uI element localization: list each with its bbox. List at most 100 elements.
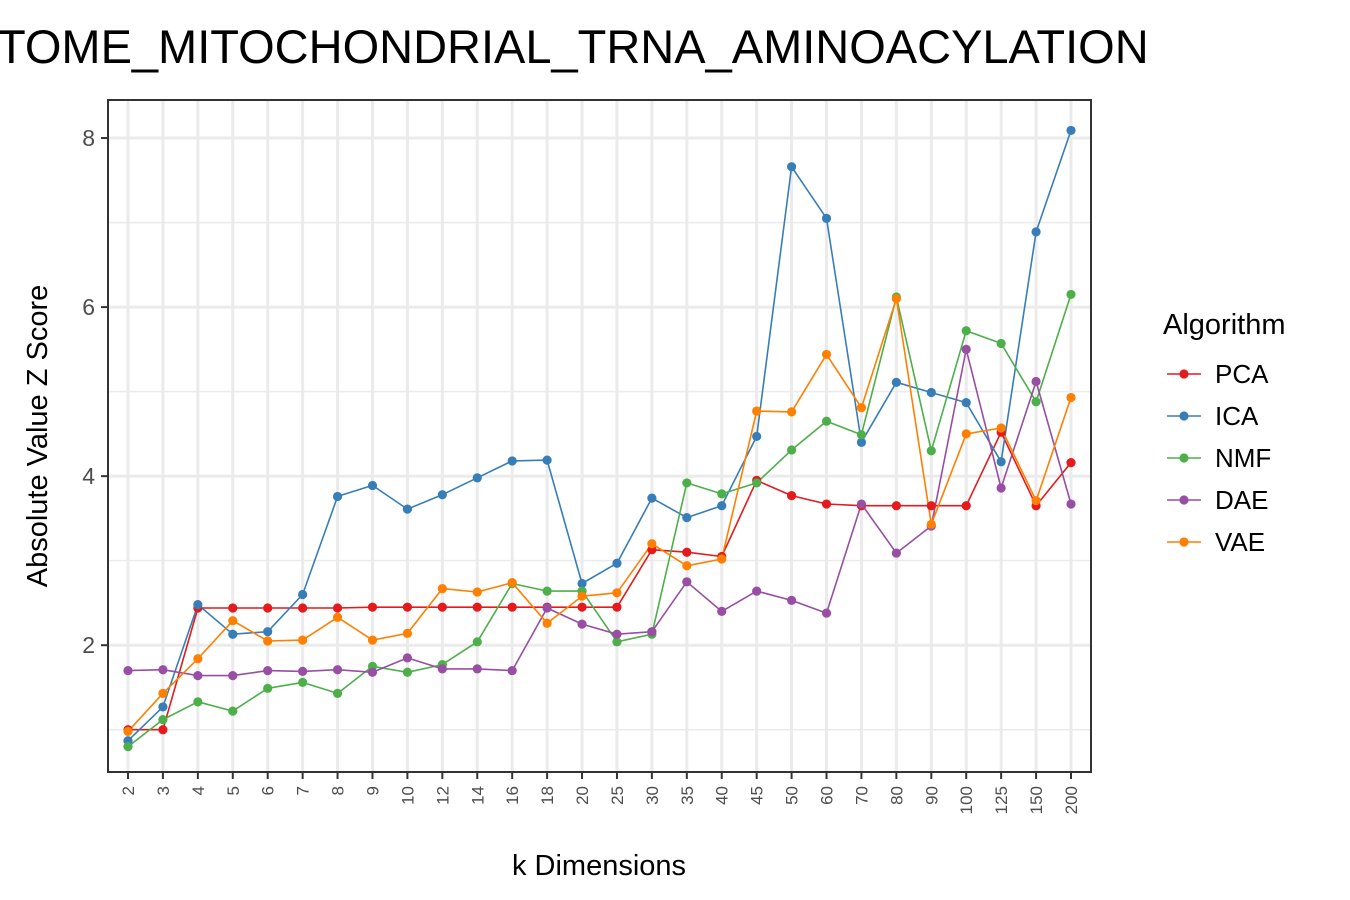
data-point-vae xyxy=(612,588,622,598)
legend-label: NMF xyxy=(1215,443,1271,473)
data-point-nmf xyxy=(1066,289,1076,300)
x-tick-label: 60 xyxy=(818,786,837,805)
legend-title: Algorithm xyxy=(1163,309,1286,341)
data-point-dae xyxy=(158,665,168,675)
data-point-pca xyxy=(577,602,587,612)
legend-key-marker xyxy=(1179,537,1189,547)
data-point-pca xyxy=(891,501,901,511)
data-point-vae xyxy=(437,583,447,594)
data-point-pca xyxy=(961,501,971,511)
data-point-vae xyxy=(717,554,727,564)
data-point-pca xyxy=(437,602,447,612)
series-line-vae xyxy=(127,297,1072,732)
chart-title: TOME_MITOCHONDRIAL_TRNA_AMINOACYLATION xyxy=(0,20,1149,73)
data-point-dae xyxy=(612,629,622,639)
data-point-ica xyxy=(961,398,971,408)
data-point-dae xyxy=(717,606,727,616)
data-point-vae xyxy=(123,726,133,737)
data-point-nmf xyxy=(961,326,971,336)
data-point-vae xyxy=(472,587,482,597)
data-point-vae xyxy=(263,636,273,646)
data-point-nmf xyxy=(752,478,762,488)
data-point-pca xyxy=(332,603,343,613)
plot-area xyxy=(107,99,1092,773)
data-point-ica xyxy=(856,437,867,447)
x-axis: 2 3 4 5 6 7 8 9 10 12 14 16 18 20 25 30 35 40 45 50 60 70 80 90… xyxy=(119,772,1081,814)
series-line-pca xyxy=(128,431,1072,731)
data-point-ica xyxy=(472,473,482,483)
x-tick-label: 20 xyxy=(573,786,592,805)
data-point-dae xyxy=(821,608,832,618)
data-point-ica xyxy=(367,480,378,491)
data-point-vae xyxy=(647,539,657,549)
x-tick-label: 5 xyxy=(224,786,243,795)
legend-item-dae: DAE xyxy=(1167,485,1268,515)
x-tick-label: 7 xyxy=(294,786,313,795)
data-point-vae xyxy=(577,591,587,601)
y-tick-label: 6 xyxy=(82,294,95,320)
data-point-dae xyxy=(1031,376,1041,387)
legend-item-ica: ICA xyxy=(1167,401,1259,431)
data-point-pca xyxy=(821,499,832,509)
data-point-vae xyxy=(1066,392,1076,403)
legend-items: PCA ICA NMF DAE VAE xyxy=(1167,359,1271,557)
data-point-pca xyxy=(507,602,517,612)
data-point-ica xyxy=(996,457,1006,467)
data-point-nmf xyxy=(402,667,413,677)
legend-key-marker xyxy=(1179,453,1189,463)
x-tick-label: 18 xyxy=(538,786,557,805)
data-point-vae xyxy=(367,635,378,645)
data-point-ica xyxy=(158,702,168,712)
data-point-vae xyxy=(228,616,238,626)
data-point-nmf xyxy=(228,706,238,716)
x-tick-label: 125 xyxy=(992,786,1011,814)
legend-label: ICA xyxy=(1215,401,1259,431)
legend-key-marker xyxy=(1179,411,1189,421)
plot-border xyxy=(107,99,1092,773)
x-tick-label: 9 xyxy=(363,786,382,795)
legend-label: DAE xyxy=(1215,485,1268,515)
data-point-vae xyxy=(891,294,901,304)
legend-label: VAE xyxy=(1215,527,1265,557)
x-tick-label: 12 xyxy=(433,786,452,805)
data-point-vae xyxy=(961,429,971,439)
minor-gridlines xyxy=(108,221,1091,731)
series-line-ica xyxy=(127,130,1072,742)
data-point-nmf xyxy=(332,688,343,698)
data-point-pca xyxy=(228,603,238,613)
data-point-vae xyxy=(752,406,762,416)
data-point-pca xyxy=(298,603,308,613)
series-points xyxy=(123,125,1076,752)
plot-background xyxy=(108,100,1091,772)
data-point-vae xyxy=(1031,496,1041,506)
data-point-nmf xyxy=(856,430,867,440)
data-point-nmf xyxy=(123,742,133,752)
legend-item-vae: VAE xyxy=(1167,527,1265,557)
x-tick-label: 25 xyxy=(608,786,627,805)
data-point-ica xyxy=(298,589,308,600)
x-tick-label: 70 xyxy=(852,786,871,805)
data-point-dae xyxy=(472,664,482,674)
legend-label: PCA xyxy=(1215,359,1269,389)
data-point-dae xyxy=(437,664,447,674)
data-point-vae xyxy=(682,561,692,571)
data-point-nmf xyxy=(158,714,168,725)
y-tick-label: 8 xyxy=(82,125,95,151)
x-tick-label: 2 xyxy=(119,786,138,795)
data-point-pca xyxy=(402,602,413,612)
x-tick-label: 35 xyxy=(678,786,697,805)
data-point-ica xyxy=(786,162,797,172)
data-point-nmf xyxy=(682,478,692,488)
x-tick-label: 10 xyxy=(398,786,417,805)
data-point-nmf xyxy=(996,338,1006,349)
data-point-vae xyxy=(926,519,936,529)
data-point-ica xyxy=(682,512,692,523)
data-point-dae xyxy=(856,499,867,509)
x-tick-label: 14 xyxy=(468,786,487,805)
data-point-ica xyxy=(332,491,343,502)
data-point-dae xyxy=(577,619,587,629)
legend-key-marker xyxy=(1179,495,1189,505)
data-point-dae xyxy=(298,666,308,677)
x-tick-label: 30 xyxy=(643,786,662,805)
data-point-vae xyxy=(542,618,552,628)
